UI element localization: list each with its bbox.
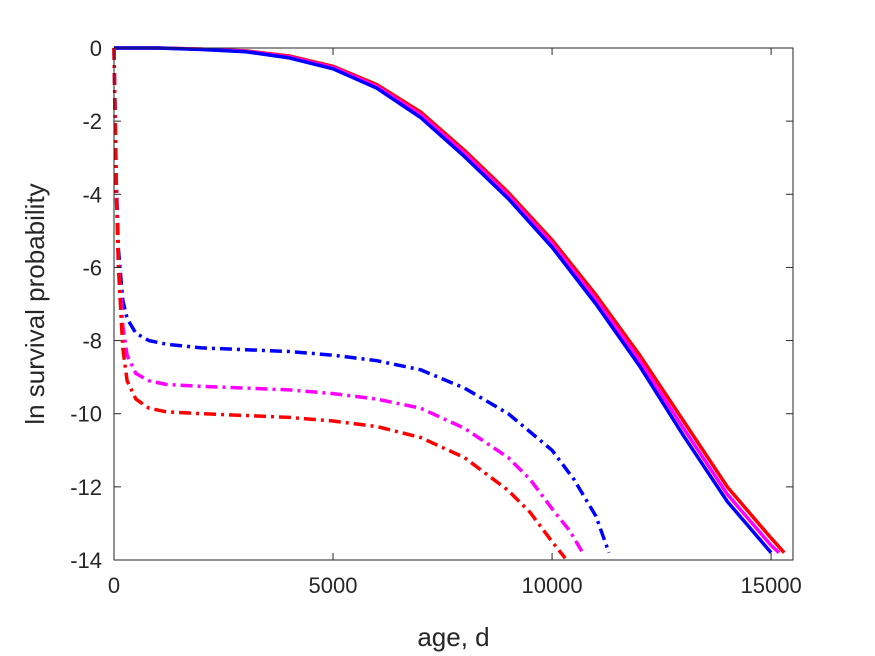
y-tick-label: -2 [82,109,102,134]
y-axis-label: ln survival probability [20,183,50,424]
y-tick-label: -10 [70,402,102,427]
plot-frame [113,47,794,561]
series-layer [112,46,786,560]
y-tick-label: -14 [70,548,102,573]
y-tick-label: -8 [82,329,102,354]
series-line-3 [114,46,773,554]
x-tick-label: 0 [108,573,120,598]
series-line-4 [112,47,611,554]
x-tick-label: 10000 [521,573,582,598]
x-tick-label: 15000 [741,573,802,598]
y-tick-label: 0 [90,36,102,61]
tick-layer: 0 5000 10000 15000 0 -2 -4 -6 -8 -10 -12 -14 [70,36,801,598]
y-tick-label: -12 [70,475,102,500]
x-tick-label: 5000 [309,573,358,598]
series-line-6 [112,47,567,560]
y-tick-label: -6 [82,255,102,280]
plot-area [114,48,793,560]
y-tick-label: -4 [82,182,102,207]
x-axis-label: age, d [417,622,489,652]
